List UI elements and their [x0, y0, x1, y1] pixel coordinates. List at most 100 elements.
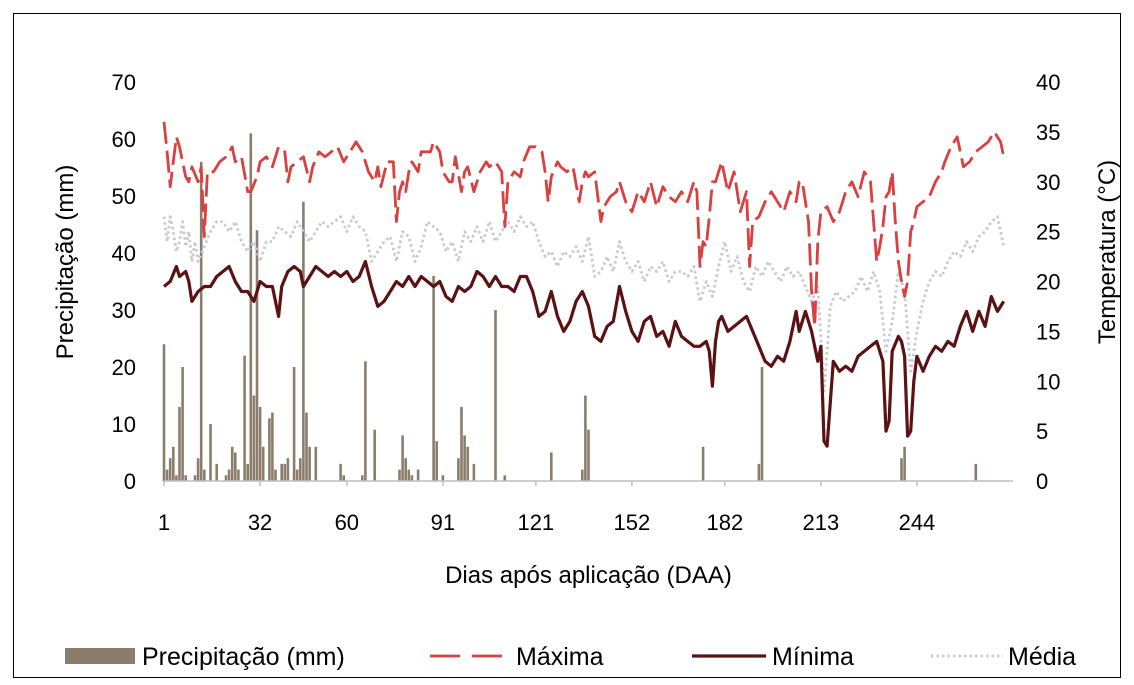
precip-bar-2: [168, 458, 172, 481]
precip-bar-60: [550, 452, 553, 481]
precip-bar-48: [410, 475, 414, 481]
precip-bar-13: [215, 463, 218, 481]
precip-bar-57: [472, 463, 476, 481]
precip-bar-63: [587, 429, 590, 481]
precip-bar-28: [274, 469, 277, 481]
precip-bar-38: [314, 446, 318, 481]
precip-bar-44: [398, 469, 401, 481]
y-right-tick-5: 5: [1036, 419, 1048, 444]
chart-frame: [13, 13, 1121, 678]
x-tick-91: 91: [431, 510, 455, 535]
precip-bar-58: [494, 310, 497, 481]
y-right-tick-40: 40: [1036, 70, 1060, 95]
precip-bar-30: [283, 463, 287, 481]
precip-bar-25: [261, 446, 265, 481]
y-left-tick-60: 60: [112, 127, 136, 152]
precip-bar-56: [466, 446, 469, 481]
y-right-tick-0: 0: [1036, 469, 1048, 494]
precip-bar-3: [172, 446, 175, 481]
precip-bar-10: [199, 161, 203, 482]
precip-bar-47: [407, 469, 411, 481]
y-left-tick-40: 40: [112, 241, 136, 266]
precip-bar-6: [181, 367, 184, 481]
series-line-mínima: [162, 259, 1006, 448]
precip-bar-49: [416, 469, 420, 481]
precip-bar-22: [252, 395, 256, 481]
y-right-tick-25: 25: [1036, 220, 1060, 245]
precip-bar-68: [903, 446, 906, 481]
precip-bar-14: [224, 475, 228, 481]
precip-bar-24: [258, 406, 262, 481]
precip-bar-37: [308, 446, 311, 481]
temperature-lines: [162, 121, 1006, 448]
precip-bar-62: [584, 395, 587, 481]
precip-bar-7: [184, 475, 187, 481]
precip-bar-29: [280, 463, 283, 481]
x-tick-244: 244: [899, 510, 936, 535]
legend-item-precipitation: Precipitação (mm): [65, 643, 345, 671]
precip-bar-51: [435, 441, 438, 481]
precip-bar-54: [460, 406, 463, 481]
precip-bar-36: [305, 412, 308, 481]
x-tick-213: 213: [803, 510, 840, 535]
precip-bar-67: [900, 458, 903, 481]
precip-bar-12: [209, 424, 212, 481]
precip-bar-34: [299, 458, 302, 481]
y-right-tick-10: 10: [1036, 369, 1060, 394]
x-tick-32: 32: [248, 510, 272, 535]
precip-bar-18: [237, 469, 240, 481]
precip-bar-8: [193, 475, 197, 481]
legend-item-minima: Mínima: [692, 643, 854, 671]
precip-bar-1: [165, 469, 169, 481]
precip-bar-65: [757, 463, 761, 481]
x-tick-121: 121: [517, 510, 554, 535]
precip-bar-55: [463, 435, 466, 481]
legend-label-maxima: Máxima: [516, 643, 604, 671]
legend-label-media: Média: [1008, 643, 1076, 671]
precip-bar-33: [295, 469, 299, 481]
y-left-tick-20: 20: [112, 355, 136, 380]
legend-label-precipitation: Precipitação (mm): [142, 643, 345, 671]
y-left-axis-title: Precipitação (mm): [52, 165, 79, 360]
y-right-tick-15: 15: [1036, 319, 1060, 344]
precip-bar-59: [503, 475, 507, 481]
legend: Precipitação (mm) Máxima Mínima Média: [65, 643, 1076, 671]
x-axis-ticks: 1 32 60 91 121 152 182 213 244: [158, 481, 935, 535]
x-tick-182: 182: [706, 510, 743, 535]
series-line-máxima: [162, 121, 1006, 328]
precip-bar-31: [286, 458, 290, 481]
y-right-tick-35: 35: [1036, 120, 1060, 145]
precip-bar-45: [401, 435, 404, 481]
precip-bar-20: [246, 463, 249, 481]
precip-bar-27: [271, 412, 274, 481]
precip-bar-19: [243, 355, 246, 481]
legend-item-media: Média: [931, 643, 1076, 671]
precip-bar-39: [339, 463, 342, 481]
y-left-axis-ticks: 0 10 20 30 40 50 60 70: [112, 70, 136, 494]
precip-bar-42: [364, 361, 367, 481]
y-left-tick-70: 70: [112, 70, 136, 95]
precip-bar-5: [178, 406, 181, 481]
x-tick-1: 1: [158, 510, 170, 535]
precip-bar-11: [203, 469, 206, 481]
y-left-tick-0: 0: [124, 469, 136, 494]
series-line-média: [162, 215, 1006, 393]
y-left-tick-50: 50: [112, 184, 136, 209]
y-right-tick-30: 30: [1036, 170, 1060, 195]
y-right-axis-title: Temperatura (°C): [1094, 160, 1121, 344]
precip-bar-66: [760, 367, 764, 481]
precipitation-bars: [162, 133, 978, 482]
precip-bar-32: [292, 367, 296, 481]
legend-swatch-precipitation: [65, 648, 135, 664]
precip-bar-17: [234, 452, 237, 481]
precip-bar-40: [342, 475, 345, 481]
precip-bar-43: [373, 429, 376, 481]
precip-bar-16: [230, 446, 234, 481]
precip-bar-4: [175, 475, 178, 481]
precip-bar-52: [441, 475, 445, 481]
precip-bar-9: [196, 458, 200, 481]
precip-bar-46: [404, 458, 407, 481]
x-tick-152: 152: [614, 510, 651, 535]
precip-bar-69: [974, 463, 978, 481]
